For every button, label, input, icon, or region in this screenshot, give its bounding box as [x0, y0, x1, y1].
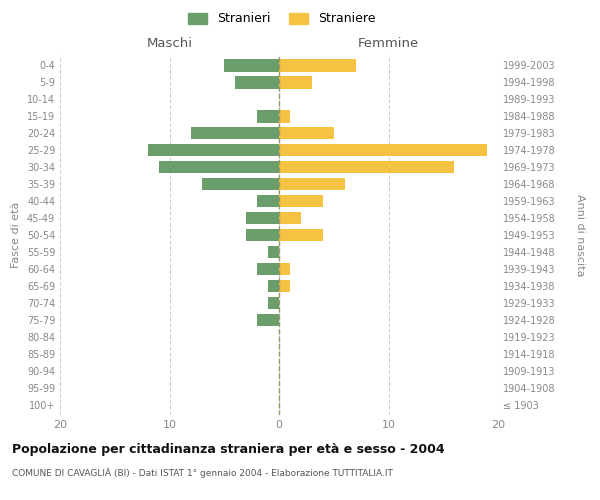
Bar	[246, 212, 279, 224]
Bar	[279, 178, 345, 190]
Bar	[268, 280, 279, 292]
Bar	[246, 228, 279, 241]
Bar	[257, 314, 279, 326]
Bar	[279, 280, 290, 292]
Bar	[148, 144, 279, 156]
Text: Popolazione per cittadinanza straniera per età e sesso - 2004: Popolazione per cittadinanza straniera p…	[12, 442, 445, 456]
Text: Femmine: Femmine	[358, 37, 419, 50]
Y-axis label: Anni di nascita: Anni di nascita	[575, 194, 585, 276]
Bar	[202, 178, 279, 190]
Text: COMUNE DI CAVAGLIÀ (BI) - Dati ISTAT 1° gennaio 2004 - Elaborazione TUTTITALIA.I: COMUNE DI CAVAGLIÀ (BI) - Dati ISTAT 1° …	[12, 468, 393, 478]
Bar	[279, 126, 334, 140]
Bar	[279, 144, 487, 156]
Bar	[279, 212, 301, 224]
Bar	[224, 59, 279, 72]
Bar	[279, 194, 323, 207]
Y-axis label: Fasce di età: Fasce di età	[11, 202, 21, 268]
Bar	[257, 262, 279, 276]
Bar	[191, 126, 279, 140]
Bar	[158, 160, 279, 173]
Bar	[279, 110, 290, 122]
Legend: Stranieri, Straniere: Stranieri, Straniere	[185, 8, 379, 29]
Bar	[268, 246, 279, 258]
Bar	[279, 76, 312, 88]
Bar	[257, 110, 279, 122]
Bar	[257, 194, 279, 207]
Bar	[279, 262, 290, 276]
Text: Maschi: Maschi	[146, 37, 193, 50]
Bar	[268, 296, 279, 310]
Bar	[235, 76, 279, 88]
Bar	[279, 59, 356, 72]
Bar	[279, 228, 323, 241]
Bar	[279, 160, 454, 173]
